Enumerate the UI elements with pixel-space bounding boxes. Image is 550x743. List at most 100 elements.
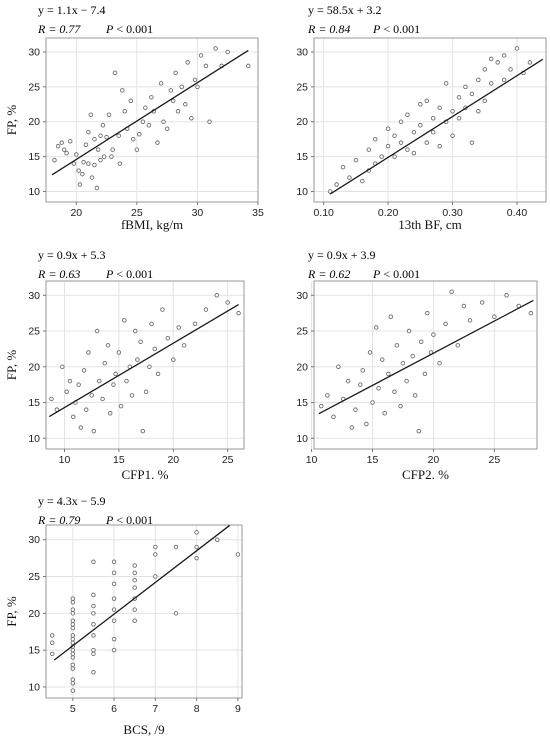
data-point	[203, 63, 209, 69]
data-point	[176, 325, 181, 330]
data-point	[192, 77, 198, 83]
data-point	[394, 343, 400, 348]
data-point	[67, 139, 73, 144]
data-point	[382, 411, 387, 416]
data-point	[140, 428, 146, 434]
data-point	[70, 662, 76, 668]
x-tick-label: 0.20	[378, 207, 399, 219]
data-point	[443, 321, 448, 327]
chart-panel-13th-bf: y = 58.5x + 3.2 R = 0.84 P < 0.001 0.10 0…	[275, 0, 550, 240]
data-point	[236, 310, 241, 316]
data-point	[418, 339, 424, 345]
data-point	[64, 389, 69, 395]
data-point	[360, 368, 365, 373]
data-point	[132, 570, 137, 576]
data-point	[111, 596, 117, 601]
scatter-plot: 0.10 0.20 0.30 0.40 10 15 20 25 30 13th BF, cm	[296, 37, 547, 232]
data-point	[340, 164, 346, 170]
data-point	[49, 633, 55, 638]
p-value: P < 0.001	[106, 513, 154, 527]
data-point	[455, 343, 461, 348]
data-point	[132, 577, 137, 583]
data-point	[171, 357, 176, 362]
data-point	[70, 688, 76, 693]
x-axis-label: fBMI, kg/m	[121, 217, 183, 232]
correlation-r: R = 0.84	[308, 22, 351, 36]
data-point	[173, 70, 178, 76]
data-point	[94, 328, 100, 334]
data-point	[386, 371, 391, 377]
x-tick-label: 20	[167, 454, 179, 466]
data-point	[367, 350, 373, 355]
regression-equation: y = 1.1x − 7.4	[38, 3, 106, 17]
data-point	[450, 133, 455, 138]
x-tick-label: 8	[194, 703, 200, 715]
data-point	[514, 46, 520, 51]
data-point	[225, 49, 230, 55]
data-point	[91, 559, 96, 565]
data-point	[70, 636, 76, 642]
x-tick-label: 5	[70, 703, 76, 715]
x-tick-label: 6	[111, 703, 117, 715]
data-point	[91, 592, 96, 598]
data-point	[246, 63, 251, 69]
data-point	[107, 411, 113, 416]
x-tick-label: 20	[428, 454, 440, 466]
data-point	[392, 133, 397, 138]
data-point	[89, 393, 94, 398]
data-point	[91, 428, 97, 434]
data-point	[155, 140, 160, 145]
data-point	[373, 325, 379, 330]
data-point	[129, 393, 135, 398]
y-tick-label: 15	[296, 151, 308, 163]
data-point	[482, 67, 488, 72]
data-point	[353, 407, 358, 412]
y-tick-label: 30	[28, 534, 40, 546]
y-axis-label: FP, %	[4, 105, 19, 136]
regression-line	[51, 49, 249, 176]
y-tick-label: 25	[296, 81, 308, 93]
data-point	[70, 622, 76, 627]
data-point	[194, 555, 199, 561]
data-point	[49, 651, 55, 657]
data-point	[456, 95, 462, 100]
data-point	[55, 143, 61, 149]
data-point	[111, 559, 117, 565]
data-point	[153, 552, 158, 557]
data-point	[83, 142, 89, 148]
scatter-plot: 10 15 20 25 10 15 20 25 30 CFP2. %	[296, 280, 538, 482]
x-tick-label: 25	[222, 454, 234, 466]
data-point	[360, 178, 365, 184]
p-value: P < 0.001	[106, 22, 154, 36]
data-point	[132, 563, 137, 568]
data-point	[100, 396, 105, 402]
data-point	[70, 633, 76, 638]
data-point	[372, 136, 378, 142]
data-point	[86, 129, 91, 135]
data-point	[488, 81, 494, 86]
data-point	[425, 310, 430, 316]
data-point	[476, 77, 481, 83]
y-axis-label: FP, %	[4, 350, 19, 381]
data-point	[124, 378, 129, 384]
x-axis-label: CFP2. %	[402, 467, 449, 482]
data-point	[120, 88, 125, 93]
data-point	[138, 339, 143, 345]
data-point	[336, 364, 341, 370]
y-tick-label: 20	[296, 116, 308, 128]
data-point	[111, 382, 116, 387]
data-point	[91, 611, 96, 616]
data-point	[122, 318, 127, 323]
data-point	[91, 633, 96, 638]
data-point	[527, 60, 533, 65]
data-point	[189, 116, 194, 121]
data-point	[449, 289, 454, 294]
chart-panel-cfp2: y = 0.9x + 3.9 R = 0.62 P < 0.001 10 15 20…	[275, 245, 550, 485]
data-point	[91, 603, 96, 609]
x-axis-label: 13th BF, cm	[398, 217, 462, 232]
data-point	[117, 161, 123, 166]
data-point	[405, 112, 410, 118]
data-point	[358, 382, 363, 387]
data-point	[86, 350, 91, 355]
y-tick-label: 30	[28, 290, 40, 302]
